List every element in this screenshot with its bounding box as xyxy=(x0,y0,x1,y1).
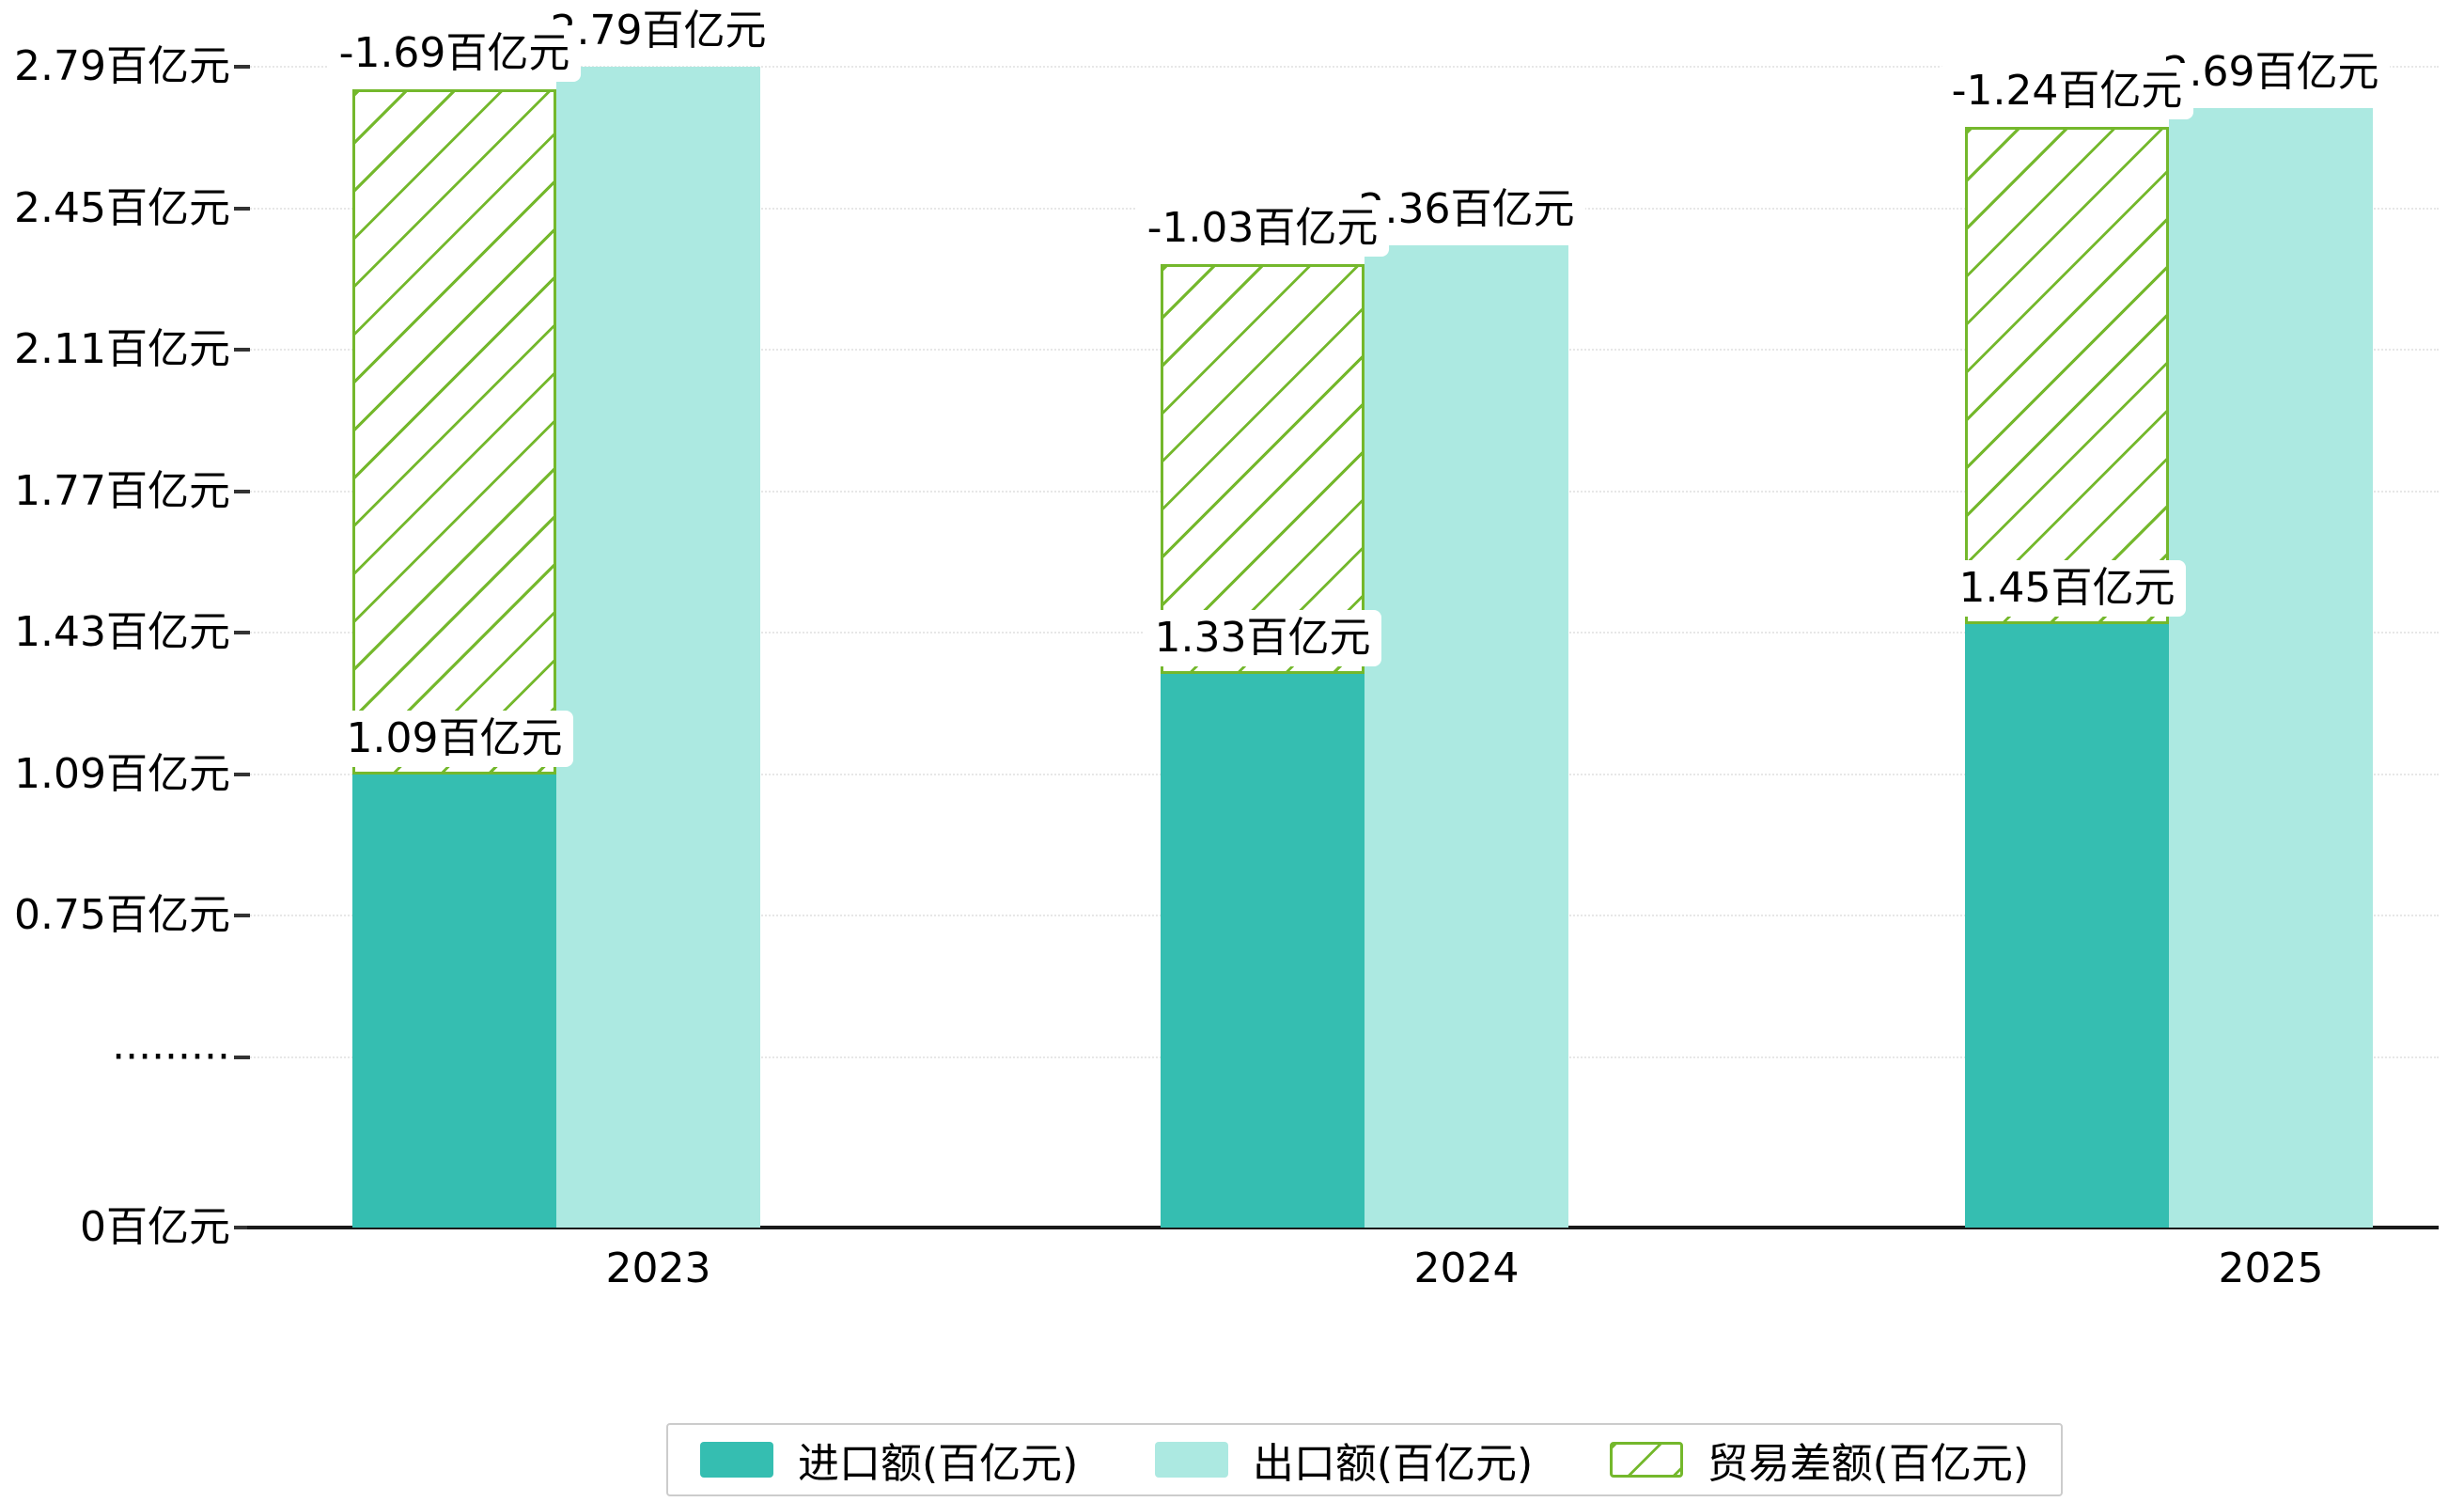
y-tick-mark xyxy=(234,914,250,917)
import-bar xyxy=(352,774,556,1228)
import-value-label: 1.09百亿元 xyxy=(335,710,574,767)
trade-balance-value-label: -1.69百亿元 xyxy=(327,25,582,83)
trade-balance-value-label: -1.03百亿元 xyxy=(1135,200,1390,258)
trade-balance-bar xyxy=(1965,127,2169,625)
legend-item-import: 进口额(百亿元) xyxy=(700,1430,1078,1490)
x-tick-label: 2024 xyxy=(1413,1244,1520,1292)
y-tick-label: 0百亿元 xyxy=(80,1203,230,1251)
y-tick-mark xyxy=(234,65,250,69)
y-tick-mark xyxy=(234,1226,250,1229)
import-bar xyxy=(1161,674,1365,1228)
y-tick-label: 1.77百亿元 xyxy=(14,466,230,515)
export-bar xyxy=(556,67,760,1228)
x-tick-label: 2023 xyxy=(605,1244,711,1292)
x-tick-label: 2025 xyxy=(2218,1244,2324,1292)
import-swatch xyxy=(700,1442,773,1478)
y-tick-mark xyxy=(234,206,250,211)
y-tick-label: ········· xyxy=(112,1032,230,1081)
export-bar xyxy=(1365,245,1568,1228)
legend-item-export: 出口额(百亿元) xyxy=(1154,1430,1534,1490)
export-swatch xyxy=(1154,1442,1228,1478)
gridline xyxy=(247,66,2439,68)
trade-balance-bar xyxy=(1161,264,1365,675)
y-tick-label: 2.79百亿元 xyxy=(14,42,230,90)
y-tick-mark xyxy=(234,348,250,352)
y-tick-label: 2.11百亿元 xyxy=(14,325,230,373)
x-axis-line xyxy=(247,1226,2439,1229)
trade-balance-value-label: -1.24百亿元 xyxy=(1940,63,2194,120)
y-tick-mark xyxy=(234,1055,250,1059)
legend: 进口额(百亿元) 出口额(百亿元) 贸易差额(百亿元) xyxy=(666,1423,2063,1496)
trade-balance-hatch-swatch xyxy=(1609,1442,1683,1478)
y-tick-mark xyxy=(234,631,250,634)
y-tick-mark xyxy=(234,772,250,776)
trade-balance-bar xyxy=(352,89,556,774)
export-bar xyxy=(2169,108,2373,1228)
import-bar xyxy=(1965,624,2169,1228)
y-tick-label: 0.75百亿元 xyxy=(14,891,230,939)
y-tick-label: 1.09百亿元 xyxy=(14,749,230,798)
legend-label-export: 出口额(百亿元) xyxy=(1252,1440,1534,1488)
import-value-label: 1.33百亿元 xyxy=(1143,610,1382,667)
legend-label-trade-balance: 贸易差额(百亿元) xyxy=(1707,1440,2029,1488)
y-tick-mark xyxy=(234,489,250,493)
y-tick-label: 2.45百亿元 xyxy=(14,183,230,232)
import-value-label: 1.45百亿元 xyxy=(1947,560,2187,618)
legend-label-import: 进口额(百亿元) xyxy=(798,1440,1079,1488)
y-tick-label: 1.43百亿元 xyxy=(14,608,230,656)
legend-item-trade-balance: 贸易差额(百亿元) xyxy=(1609,1430,2029,1490)
